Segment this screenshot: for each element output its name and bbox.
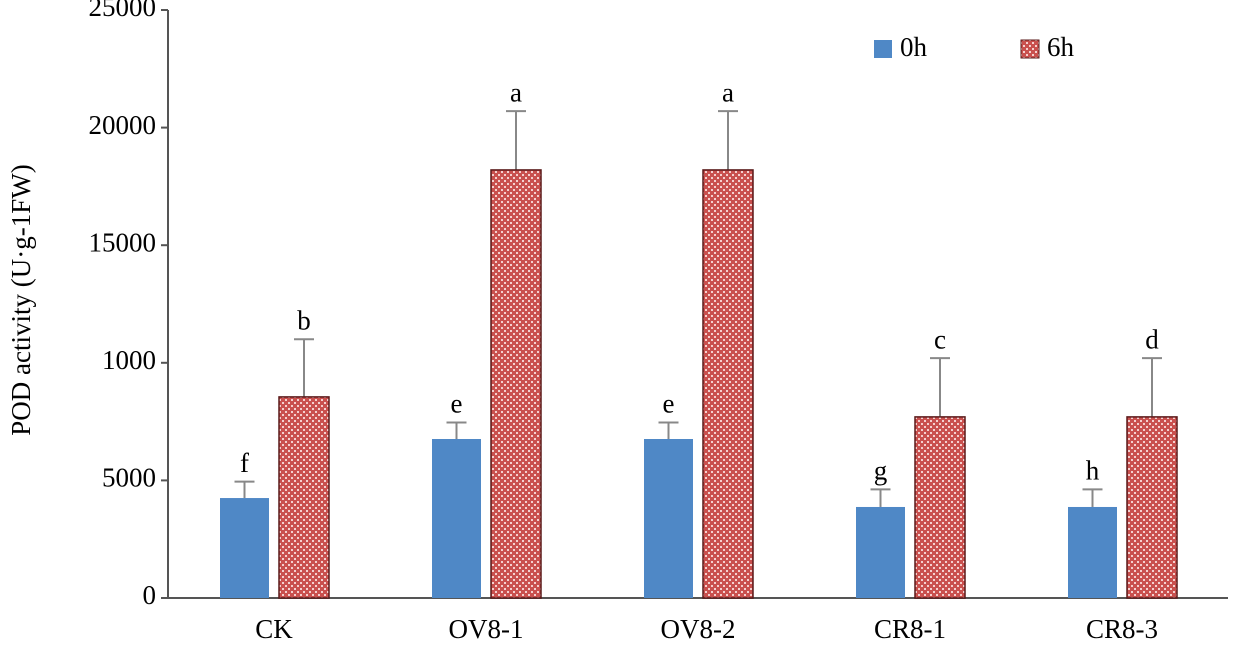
bar [432,439,481,598]
legend-label: 0h [900,32,928,62]
significance-letter: a [510,77,522,107]
bar [644,439,693,598]
y-tick-label: 5000 [102,463,156,493]
legend-swatch [874,40,892,58]
y-tick-label: 25000 [89,0,157,22]
significance-letter: d [1145,324,1159,354]
significance-letter: f [240,448,249,478]
x-tick-label: OV8-1 [449,614,524,644]
bar [220,498,269,598]
y-tick-label: 1000 [102,345,156,375]
y-tick-label: 20000 [89,110,157,140]
significance-letter: e [451,389,463,419]
bar [278,396,330,599]
bar [702,169,754,599]
x-tick-label: CR8-1 [874,614,946,644]
bar [914,416,966,599]
legend-swatch [1020,39,1040,59]
significance-letter: a [722,77,734,107]
x-tick-label: CR8-3 [1086,614,1158,644]
bar [1126,416,1178,599]
x-tick-label: OV8-2 [661,614,736,644]
significance-letter: e [663,389,675,419]
significance-letter: b [297,305,311,335]
y-tick-label: 0 [143,580,157,610]
significance-letter: g [874,456,888,486]
bar [1068,506,1117,598]
y-axis-label: POD activity (U·g-1FW) [6,164,36,435]
x-tick-label: CK [255,614,293,644]
legend-label: 6h [1047,32,1075,62]
significance-letter: c [934,324,946,354]
bar [856,506,905,598]
bar [490,169,542,599]
significance-letter: h [1086,456,1100,486]
y-tick-label: 15000 [89,227,157,257]
